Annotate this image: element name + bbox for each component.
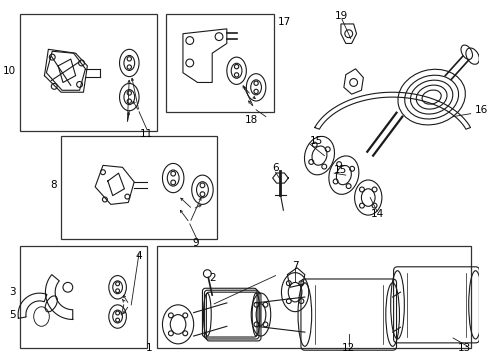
Text: 14: 14	[369, 209, 383, 219]
Text: 15: 15	[309, 136, 322, 146]
Text: 18: 18	[244, 114, 257, 125]
Text: 3: 3	[10, 287, 16, 297]
Bar	[156, 246, 469, 348]
Text: 5: 5	[10, 310, 16, 320]
Bar	[166, 14, 273, 112]
Bar	[20, 14, 156, 131]
Text: 15: 15	[333, 165, 346, 175]
Text: 6: 6	[272, 163, 278, 173]
Text: 13: 13	[456, 343, 469, 353]
Text: 17: 17	[277, 17, 290, 27]
Text: 2: 2	[208, 273, 215, 283]
Text: 1: 1	[146, 343, 152, 353]
Text: 8: 8	[50, 180, 57, 190]
Bar	[61, 136, 217, 239]
Bar	[20, 246, 146, 348]
Text: 16: 16	[473, 105, 487, 115]
Text: 7: 7	[291, 261, 298, 271]
Text: 12: 12	[342, 343, 355, 353]
Text: 10: 10	[3, 66, 16, 76]
Text: 9: 9	[192, 238, 199, 248]
Text: 19: 19	[335, 11, 348, 21]
Text: 11: 11	[140, 129, 153, 139]
Text: 4: 4	[136, 251, 142, 261]
